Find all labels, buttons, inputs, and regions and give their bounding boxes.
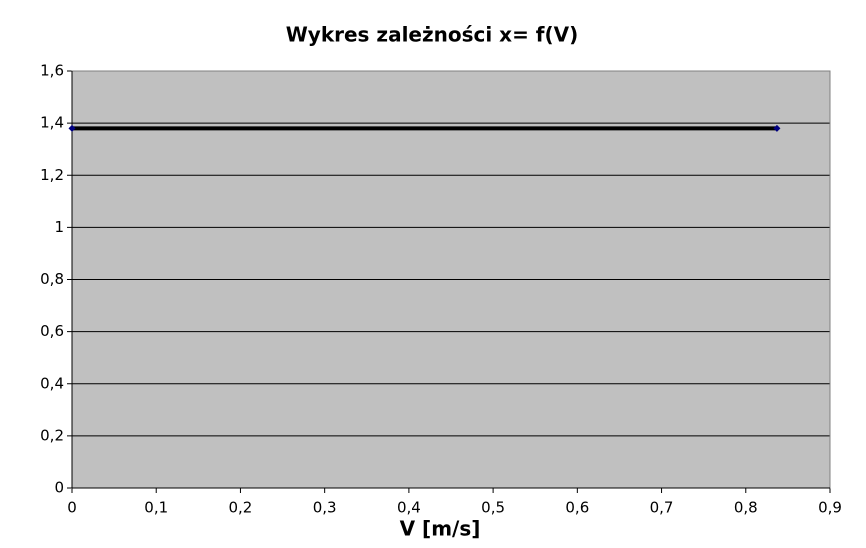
y-tick-label: 1: [54, 218, 64, 236]
y-tick-label: 0,6: [40, 322, 64, 340]
x-axis-label: V [m/s]: [400, 517, 481, 541]
y-tick-label: 1,2: [40, 166, 64, 184]
data-marker: [773, 124, 781, 132]
x-tick-label: 0,3: [313, 499, 337, 517]
x-tick-label: 0,4: [397, 499, 421, 517]
y-tick-label: 1,6: [40, 62, 64, 80]
x-tick-label: 0: [67, 499, 77, 517]
y-tick-label: 0,8: [40, 270, 64, 288]
x-tick-label: 0,9: [818, 499, 842, 517]
x-tick-label: 0,6: [565, 499, 589, 517]
x-tick-label: 0,1: [144, 499, 168, 517]
data-marker: [68, 124, 76, 132]
chart-title: Wykres zależności x= f(V): [286, 23, 579, 47]
x-tick-label: 0,2: [229, 499, 253, 517]
y-tick-label: 0: [54, 479, 64, 497]
x-tick-label: 0,5: [481, 499, 505, 517]
x-tick-label: 0,8: [734, 499, 758, 517]
y-tick-label: 0,4: [40, 374, 64, 392]
x-tick-label: 0,7: [650, 499, 674, 517]
y-tick-label: 0,2: [40, 426, 64, 444]
y-tick-label: 1,4: [40, 114, 64, 132]
